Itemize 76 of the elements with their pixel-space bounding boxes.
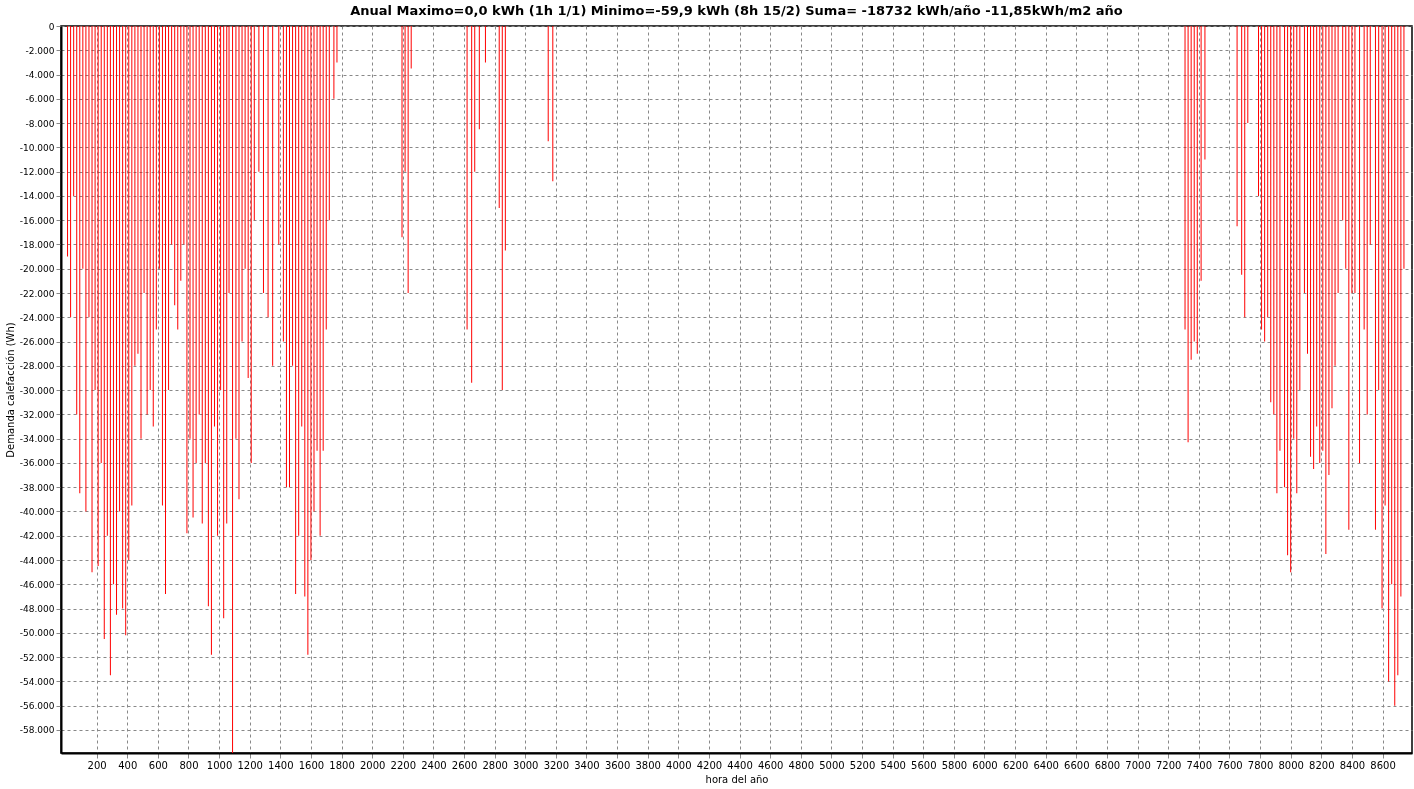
x-tick-label: 8400 <box>1339 759 1366 771</box>
y-tick-label: -30.000 <box>19 385 55 396</box>
x-tick-label: 6600 <box>1064 759 1090 771</box>
y-tick-label: -46.000 <box>19 579 55 590</box>
x-tick-label: 4800 <box>788 759 815 771</box>
y-tick-label: -6.000 <box>25 94 55 105</box>
x-tick-label: 6200 <box>1002 759 1029 771</box>
x-tick-label: 5600 <box>911 759 937 771</box>
y-tick-label: 0 <box>48 21 55 32</box>
x-tick-label: 7600 <box>1217 759 1243 771</box>
x-tick-label: 4000 <box>666 759 692 771</box>
x-tick-label: 1200 <box>237 759 263 771</box>
x-tick-label: 1400 <box>268 759 294 771</box>
x-tick-label: 1000 <box>206 759 233 771</box>
x-tick-label: 7200 <box>1155 759 1182 771</box>
x-tick-label: 6400 <box>1033 759 1059 771</box>
x-axis-title: hora del año <box>705 773 769 785</box>
x-tick-label: 8000 <box>1278 759 1304 771</box>
y-tick-label: -54.000 <box>19 676 55 687</box>
x-tick-label: 400 <box>118 759 138 771</box>
y-tick-label: -26.000 <box>19 337 55 348</box>
x-tick-label: 1600 <box>298 759 325 771</box>
y-tick-label: -10.000 <box>19 142 55 153</box>
y-tick-label: -24.000 <box>19 312 55 323</box>
x-tick-label: 1800 <box>329 759 355 771</box>
x-tick-label: 800 <box>179 759 199 771</box>
x-tick-label: 2000 <box>359 759 386 771</box>
x-tick-label: 4600 <box>757 759 784 771</box>
x-tick-label: 3400 <box>574 759 600 771</box>
y-tick-label: -50.000 <box>19 628 55 639</box>
y-tick-label: -36.000 <box>19 458 55 469</box>
y-tick-label: -38.000 <box>19 482 55 493</box>
y-tick-label: -52.000 <box>19 652 55 663</box>
x-tick-label: 5400 <box>880 759 906 771</box>
x-tick-label: 4200 <box>696 759 723 771</box>
x-tick-label: 200 <box>87 759 107 771</box>
y-tick-label: -56.000 <box>19 701 55 712</box>
x-tick-label: 7800 <box>1247 759 1274 771</box>
y-tick-label: -20.000 <box>19 264 55 275</box>
y-tick-label: -18.000 <box>19 239 55 250</box>
x-tick-label: 6800 <box>1094 759 1121 771</box>
x-tick-label: 5000 <box>819 759 845 771</box>
y-tick-label: -58.000 <box>19 725 55 736</box>
x-tick-label: 5200 <box>849 759 876 771</box>
chart-title: Anual Maximo=0,0 kWh (1h 1/1) Minimo=-59,9 kWh (8h 15/2) Suma= -18732 kWh/año -11,85kWh/m2 año <box>350 3 1123 18</box>
y-tick-label: -32.000 <box>19 409 55 420</box>
x-tick-label: 8600 <box>1370 759 1396 771</box>
x-tick-label: 8200 <box>1309 759 1335 771</box>
x-tick-label: 2800 <box>482 759 508 771</box>
x-tick-label: 3600 <box>604 759 631 771</box>
y-tick-label: -4.000 <box>25 70 55 81</box>
x-tick-label: 7400 <box>1186 759 1213 771</box>
x-tick-label: 2600 <box>451 759 478 771</box>
y-tick-label: -40.000 <box>19 506 55 517</box>
x-tick-label: 7000 <box>1125 759 1151 771</box>
y-axis-title: Demanda calefacción (Wh) <box>4 322 16 458</box>
x-tick-label: 4400 <box>727 759 753 771</box>
x-tick-label: 5800 <box>941 759 968 771</box>
x-tick-label: 2400 <box>421 759 447 771</box>
y-tick-label: -28.000 <box>19 361 55 372</box>
y-tick-label: -42.000 <box>19 531 55 542</box>
y-tick-label: -12.000 <box>19 167 55 178</box>
y-tick-label: -8.000 <box>25 118 55 129</box>
y-tick-label: -16.000 <box>19 215 55 226</box>
x-tick-label: 600 <box>148 759 168 771</box>
x-tick-label: 2200 <box>390 759 417 771</box>
x-tick-label: 3200 <box>543 759 570 771</box>
y-tick-label: -14.000 <box>19 191 55 202</box>
y-tick-label: -48.000 <box>19 604 55 615</box>
y-tick-label: -44.000 <box>19 555 55 566</box>
x-tick-label: 3000 <box>513 759 539 771</box>
y-tick-label: -22.000 <box>19 288 55 299</box>
x-tick-label: 6000 <box>972 759 998 771</box>
y-tick-label: -34.000 <box>19 434 55 445</box>
y-tick-label: -2.000 <box>25 45 55 56</box>
x-tick-label: 3800 <box>635 759 661 771</box>
